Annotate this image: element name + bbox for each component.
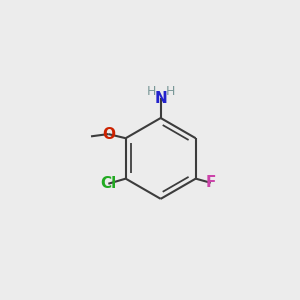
Text: F: F: [206, 175, 216, 190]
Text: O: O: [102, 127, 115, 142]
Text: N: N: [154, 91, 167, 106]
Text: H: H: [146, 85, 156, 98]
Text: Cl: Cl: [100, 176, 116, 191]
Text: H: H: [166, 85, 175, 98]
